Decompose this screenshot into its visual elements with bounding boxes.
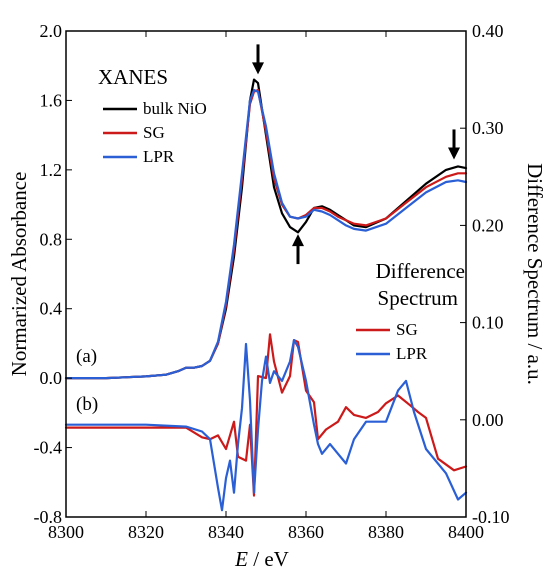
- legend-label: LPR: [396, 344, 428, 363]
- legend-label: LPR: [143, 147, 175, 166]
- series-layer: [64, 78, 468, 512]
- x-axis-title: E / eV: [234, 547, 289, 571]
- panel-label-b: (b): [76, 394, 98, 415]
- legend-label: SG: [396, 320, 418, 339]
- y-left-tick-label: -0.4: [34, 438, 63, 458]
- legend-label: SG: [143, 123, 165, 142]
- annotations-layer: [252, 44, 460, 265]
- y-left-tick-label: 1.6: [40, 90, 63, 110]
- x-tick-label: 8320: [128, 522, 164, 542]
- arrow-head: [448, 147, 460, 160]
- y-right-tick-label: 0.40: [472, 21, 504, 41]
- legend-title-difference: Difference: [376, 259, 465, 283]
- x-tick-label: 8340: [208, 522, 244, 542]
- y-left-tick-label: 0.4: [40, 299, 63, 319]
- x-tick-label: 8360: [288, 522, 324, 542]
- legend-difference: SG LPR: [356, 320, 428, 363]
- x-tick-label: 8380: [368, 522, 404, 542]
- y-left-tick-label: 1.2: [40, 160, 63, 180]
- y-right-tick-label: -0.10: [472, 507, 510, 527]
- legend-title-spectrum: Spectrum: [378, 286, 458, 310]
- arrow-head: [252, 62, 264, 75]
- legend-title-xanes: XANES: [98, 65, 168, 89]
- y-right-tick-label: 0.30: [472, 118, 504, 138]
- series-line-diff-lpr: [64, 339, 468, 512]
- legend-label: bulk NiO: [143, 99, 207, 118]
- y-left-tick-label: 0.0: [40, 368, 63, 388]
- y-right-tick-label: 0.20: [472, 215, 504, 235]
- y-left-tick-label: 0.8: [40, 229, 63, 249]
- x-tick-label: 8400: [448, 522, 484, 542]
- y-right-tick-label: 0.00: [472, 410, 504, 430]
- y-left-tick-label: 2.0: [40, 21, 63, 41]
- y-left-axis-title: Normarized Absorbance: [7, 172, 31, 377]
- x-tick-label: 8300: [48, 522, 84, 542]
- panel-label-a: (a): [76, 346, 97, 367]
- plot-frame: [65, 30, 467, 518]
- legend-xanes: bulk NiO SG LPR: [103, 99, 207, 166]
- y-left-tick-label: -0.8: [34, 507, 63, 527]
- y-right-tick-label: 0.10: [472, 313, 504, 333]
- series-line-xanes-lpr: [64, 88, 468, 380]
- arrow-head: [292, 234, 304, 247]
- x-ticks: 8300 8320 8340 8360 8380 8400: [48, 31, 484, 542]
- y-left-ticks: -0.8 -0.4 0.0 0.4 0.8 1.2 1.6 2.0: [34, 21, 72, 527]
- y-right-axis-title: Difference Spectrum / a.u.: [523, 163, 546, 385]
- y-right-ticks: -0.10 0.00 0.10 0.20 0.30 0.40: [460, 21, 510, 527]
